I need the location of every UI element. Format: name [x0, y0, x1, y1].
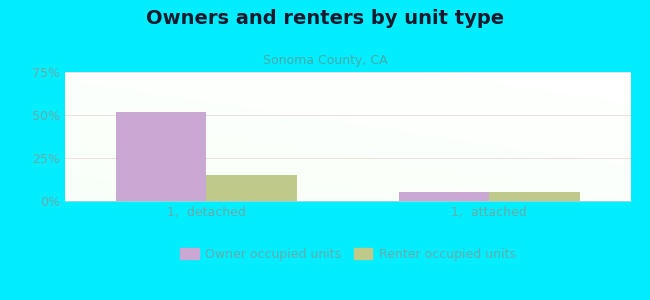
Text: Owners and renters by unit type: Owners and renters by unit type [146, 9, 504, 28]
Bar [398, 192, 489, 201]
Bar [116, 112, 207, 201]
Bar [489, 192, 580, 201]
Text: Sonoma County, CA: Sonoma County, CA [263, 54, 387, 67]
Bar [207, 175, 297, 201]
Legend: Owner occupied units, Renter occupied units: Owner occupied units, Renter occupied un… [175, 243, 521, 266]
